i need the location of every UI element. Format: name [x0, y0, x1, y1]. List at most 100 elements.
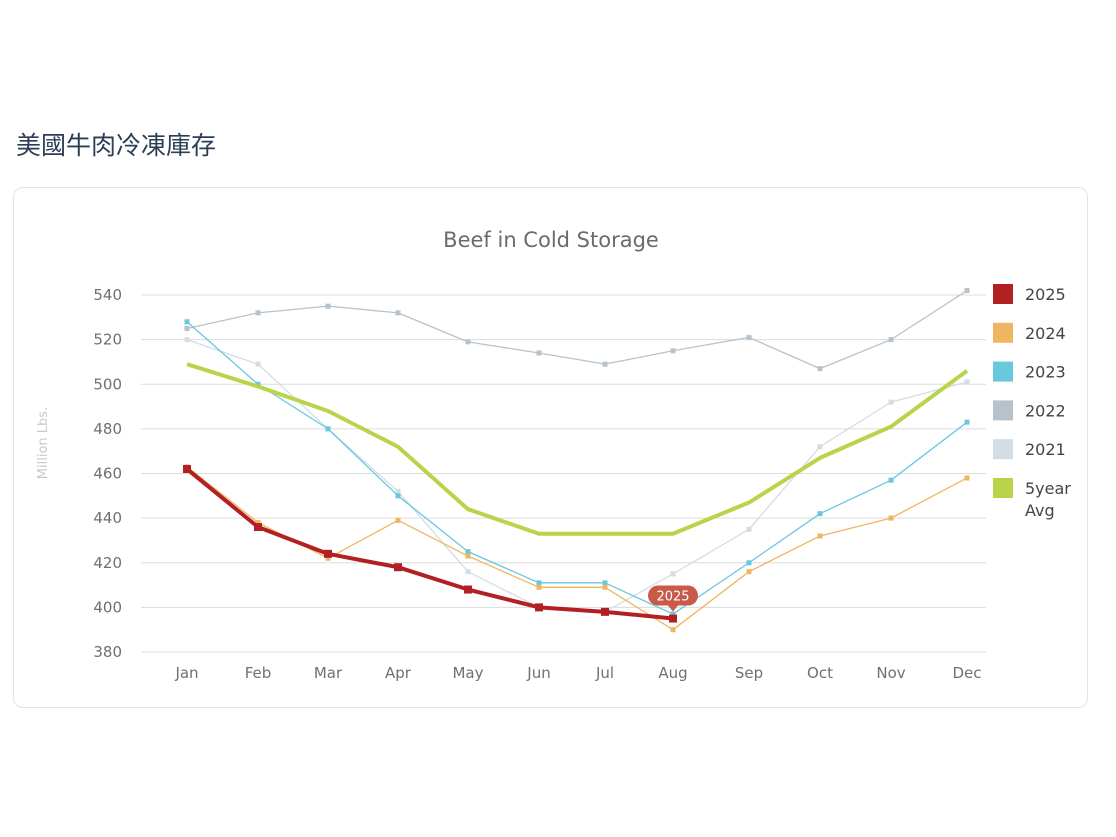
grid-lines: [141, 294, 986, 653]
legend-label: 2022: [1025, 401, 1066, 420]
series-line-2023: [186, 321, 968, 615]
data-point-2025[interactable]: [394, 563, 402, 572]
data-point-2025[interactable]: [535, 603, 543, 612]
data-point-2024[interactable]: [817, 533, 823, 539]
data-point-2025[interactable]: [183, 465, 191, 474]
data-point-2024[interactable]: [536, 584, 542, 590]
chart-card: Beef in Cold Storage Million Lbs. 540 520…: [13, 187, 1088, 708]
x-axis-ticks: Jan Feb Mar Apr May Jun Jul Aug Sep Oct Nov Dec: [174, 664, 981, 682]
series-2025: [183, 465, 677, 623]
tooltip-pointer: [668, 605, 678, 612]
x-tick-label: Aug: [658, 664, 687, 682]
legend-label: 2023: [1025, 363, 1066, 382]
data-point-2023[interactable]: [888, 477, 894, 483]
series-line-2024: [186, 466, 968, 631]
data-point-2023[interactable]: [395, 493, 401, 499]
data-point-2025[interactable]: [669, 614, 677, 623]
data-point-2021[interactable]: [465, 569, 471, 575]
data-point-2023[interactable]: [325, 426, 331, 432]
data-point-2022[interactable]: [465, 339, 471, 345]
legend-item-2023[interactable]: 2023: [993, 361, 1066, 382]
tooltip-box: [648, 585, 698, 606]
legend-item-2024[interactable]: 2024: [993, 322, 1066, 343]
data-point-2024[interactable]: [888, 515, 894, 521]
legend-swatch: [993, 478, 1013, 498]
y-tick-label: 480: [93, 420, 122, 438]
data-point-2021[interactable]: [746, 526, 752, 532]
x-tick-label: Mar: [314, 664, 343, 682]
tooltip-label: 2025: [656, 590, 689, 605]
y-tick-label: 380: [93, 643, 122, 661]
series-line-2022: [186, 289, 968, 370]
data-point-2022[interactable]: [817, 366, 823, 372]
legend-item-2021[interactable]: 2021: [993, 439, 1066, 460]
data-point-2024[interactable]: [395, 517, 401, 523]
x-tick-label: Jun: [526, 664, 550, 682]
data-point-2024[interactable]: [465, 553, 471, 559]
legend-swatch: [993, 439, 1013, 460]
y-tick-label: 460: [93, 465, 122, 483]
data-point-2023[interactable]: [184, 319, 190, 325]
data-point-2024[interactable]: [602, 584, 608, 590]
data-point-2022[interactable]: [184, 325, 190, 331]
data-point-2025[interactable]: [601, 607, 609, 616]
legend-label: 2025: [1025, 285, 1066, 304]
data-point-2021[interactable]: [964, 379, 970, 385]
data-point-2024[interactable]: [746, 569, 752, 575]
legend-swatch: [993, 400, 1013, 421]
legend-item-5year-avg[interactable]: 5year Avg: [993, 478, 1071, 520]
data-point-2021[interactable]: [817, 444, 823, 450]
x-tick-label: Oct: [807, 664, 833, 682]
data-point-2021[interactable]: [395, 488, 401, 494]
data-point-2022[interactable]: [670, 348, 676, 354]
data-point-2022[interactable]: [602, 361, 608, 367]
data-point-2025[interactable]: [254, 523, 262, 532]
legend-label: 5year: [1025, 479, 1071, 498]
data-point-2021[interactable]: [184, 337, 190, 343]
data-point-2023[interactable]: [465, 549, 471, 555]
tooltip: 2025: [648, 585, 698, 612]
x-tick-label: Dec: [952, 664, 981, 682]
data-point-2025[interactable]: [324, 549, 332, 558]
series-2021: [184, 337, 970, 615]
series-lines: [183, 288, 970, 633]
legend: 2025 2024 2023 2022 2021 5year Avg: [993, 284, 1071, 520]
data-point-2022[interactable]: [395, 310, 401, 316]
data-point-2022[interactable]: [888, 337, 894, 343]
data-point-2022[interactable]: [964, 288, 970, 294]
legend-item-2022[interactable]: 2022: [993, 400, 1066, 421]
x-tick-label: Apr: [385, 664, 412, 682]
legend-label: 2024: [1025, 324, 1066, 343]
data-point-2023[interactable]: [746, 560, 752, 566]
legend-label: Avg: [1025, 501, 1055, 520]
data-point-2022[interactable]: [255, 310, 261, 316]
series-2024: [184, 464, 970, 633]
data-point-2022[interactable]: [325, 303, 331, 309]
data-point-2022[interactable]: [536, 350, 542, 356]
legend-swatch: [993, 284, 1013, 304]
data-point-2024[interactable]: [964, 475, 970, 481]
data-point-2024[interactable]: [670, 627, 676, 633]
x-tick-label: Feb: [245, 664, 272, 682]
data-point-2023[interactable]: [602, 580, 608, 586]
legend-item-2025[interactable]: 2025: [993, 284, 1066, 304]
data-point-2024[interactable]: [325, 555, 331, 561]
series-5year-avg: [186, 362, 969, 536]
data-point-2021[interactable]: [888, 399, 894, 405]
data-point-2024[interactable]: [255, 520, 261, 526]
y-tick-label: 400: [93, 598, 122, 616]
data-point-2023[interactable]: [817, 511, 823, 517]
data-point-2023[interactable]: [255, 381, 261, 387]
data-point-2022[interactable]: [746, 334, 752, 340]
data-point-2021[interactable]: [670, 571, 676, 577]
data-point-2025[interactable]: [464, 585, 472, 594]
y-tick-label: 540: [93, 286, 122, 304]
data-point-2021[interactable]: [255, 361, 261, 367]
data-point-2023[interactable]: [536, 580, 542, 586]
data-point-2023[interactable]: [670, 611, 676, 617]
y-tick-label: 520: [93, 331, 122, 349]
legend-swatch: [993, 322, 1013, 343]
data-point-2023[interactable]: [964, 419, 970, 425]
y-tick-label: 420: [93, 554, 122, 572]
chart-title: Beef in Cold Storage: [443, 228, 659, 252]
